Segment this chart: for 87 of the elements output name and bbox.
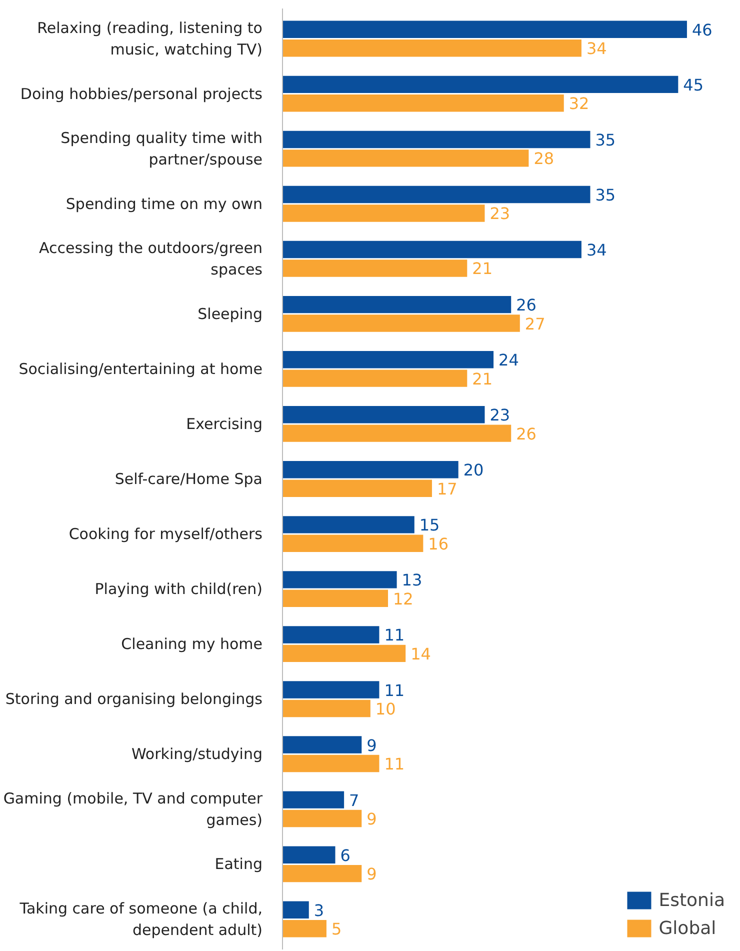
data-label: 21 xyxy=(472,259,493,278)
data-label: 26 xyxy=(516,424,536,444)
y-tick-label: Sleeping xyxy=(198,304,263,323)
data-label: 5 xyxy=(331,920,342,939)
y-tick-label: Storing and organising belongings xyxy=(5,690,263,708)
y-tick-label: Working/studying xyxy=(131,745,262,764)
data-label: 11 xyxy=(384,626,405,645)
y-tick-label: Playing with child(ren) xyxy=(94,580,263,598)
data-label: 45 xyxy=(683,75,704,94)
data-label: 7 xyxy=(349,790,360,810)
bar xyxy=(282,736,362,754)
bar xyxy=(282,791,344,808)
data-label: 9 xyxy=(366,736,377,755)
bar xyxy=(282,534,424,552)
bar xyxy=(282,590,388,608)
legend-label: Estonia xyxy=(658,890,725,910)
bar xyxy=(282,901,309,918)
bar xyxy=(282,370,468,387)
bar xyxy=(282,681,380,698)
bar xyxy=(282,20,687,38)
bar xyxy=(282,920,326,938)
bar xyxy=(282,406,485,424)
bar xyxy=(282,864,362,882)
data-label: 28 xyxy=(534,149,554,168)
y-tick-label: Relaxing (reading, listening to music, watching TV) xyxy=(37,18,263,59)
bar xyxy=(282,296,512,314)
data-label: 3 xyxy=(314,900,324,920)
data-label: 11 xyxy=(384,680,405,700)
data-label: 6 xyxy=(340,846,350,865)
y-tick-label: Socialising/entertaining at home xyxy=(18,360,263,378)
data-label: 35 xyxy=(595,186,616,204)
y-tick-label: Self-care/Home Spa xyxy=(114,470,263,488)
y-tick-label: Cooking for myself/others xyxy=(68,525,263,544)
bar xyxy=(282,846,336,864)
y-tick-label: Spending quality time with partner/spouse xyxy=(60,129,263,169)
data-label: 23 xyxy=(490,406,510,425)
y-tick-label: Accessing the outdoors/green spaces xyxy=(39,239,263,279)
data-label: 46 xyxy=(692,20,712,40)
data-label: 12 xyxy=(393,589,414,608)
data-label: 34 xyxy=(586,39,607,58)
data-label: 23 xyxy=(490,204,510,224)
bar xyxy=(282,40,582,57)
bar xyxy=(282,350,494,368)
data-label: 32 xyxy=(568,94,590,114)
bar xyxy=(282,150,529,167)
data-label: 9 xyxy=(366,810,377,829)
data-label: 21 xyxy=(472,369,493,388)
data-label: 20 xyxy=(463,460,484,480)
bar xyxy=(282,480,432,497)
data-label: 9 xyxy=(366,864,377,884)
data-label: 27 xyxy=(524,314,546,334)
bar xyxy=(282,700,370,718)
bar xyxy=(282,260,468,277)
y-tick-label: Eating xyxy=(214,855,263,874)
bar xyxy=(282,76,678,94)
bar xyxy=(282,810,362,828)
data-label: 24 xyxy=(498,350,519,370)
bar xyxy=(282,240,582,258)
y-tick-label: Spending time on my own xyxy=(66,194,263,213)
data-label: 17 xyxy=(436,479,458,498)
data-label: 13 xyxy=(402,570,422,590)
bar xyxy=(282,204,485,222)
data-label: 26 xyxy=(516,296,536,315)
data-label: 16 xyxy=(428,534,449,554)
y-tick-label: Exercising xyxy=(186,414,263,433)
data-label: 11 xyxy=(384,754,405,774)
bar xyxy=(282,461,458,478)
data-label: 15 xyxy=(419,516,440,535)
bar xyxy=(282,516,414,534)
bar xyxy=(282,571,397,588)
data-label: 35 xyxy=(595,130,616,150)
y-tick-label: Taking care of someone (a child, dependent adult) xyxy=(18,899,263,940)
y-tick-label: Gaming (mobile, TV and computer games) xyxy=(3,789,264,829)
bar xyxy=(282,644,406,662)
data-label: 14 xyxy=(410,644,431,664)
bar xyxy=(282,754,380,772)
bar xyxy=(282,186,590,204)
bar xyxy=(282,94,564,112)
bar xyxy=(282,130,590,148)
bar xyxy=(282,626,380,644)
bar xyxy=(282,424,512,442)
data-label: 34 xyxy=(586,240,607,260)
y-tick-label: Cleaning my home xyxy=(121,635,263,654)
legend-label: Global xyxy=(658,918,716,938)
y-tick-label: Doing hobbies/personal projects xyxy=(20,84,263,103)
data-label: 10 xyxy=(375,699,396,718)
bar xyxy=(282,314,520,332)
